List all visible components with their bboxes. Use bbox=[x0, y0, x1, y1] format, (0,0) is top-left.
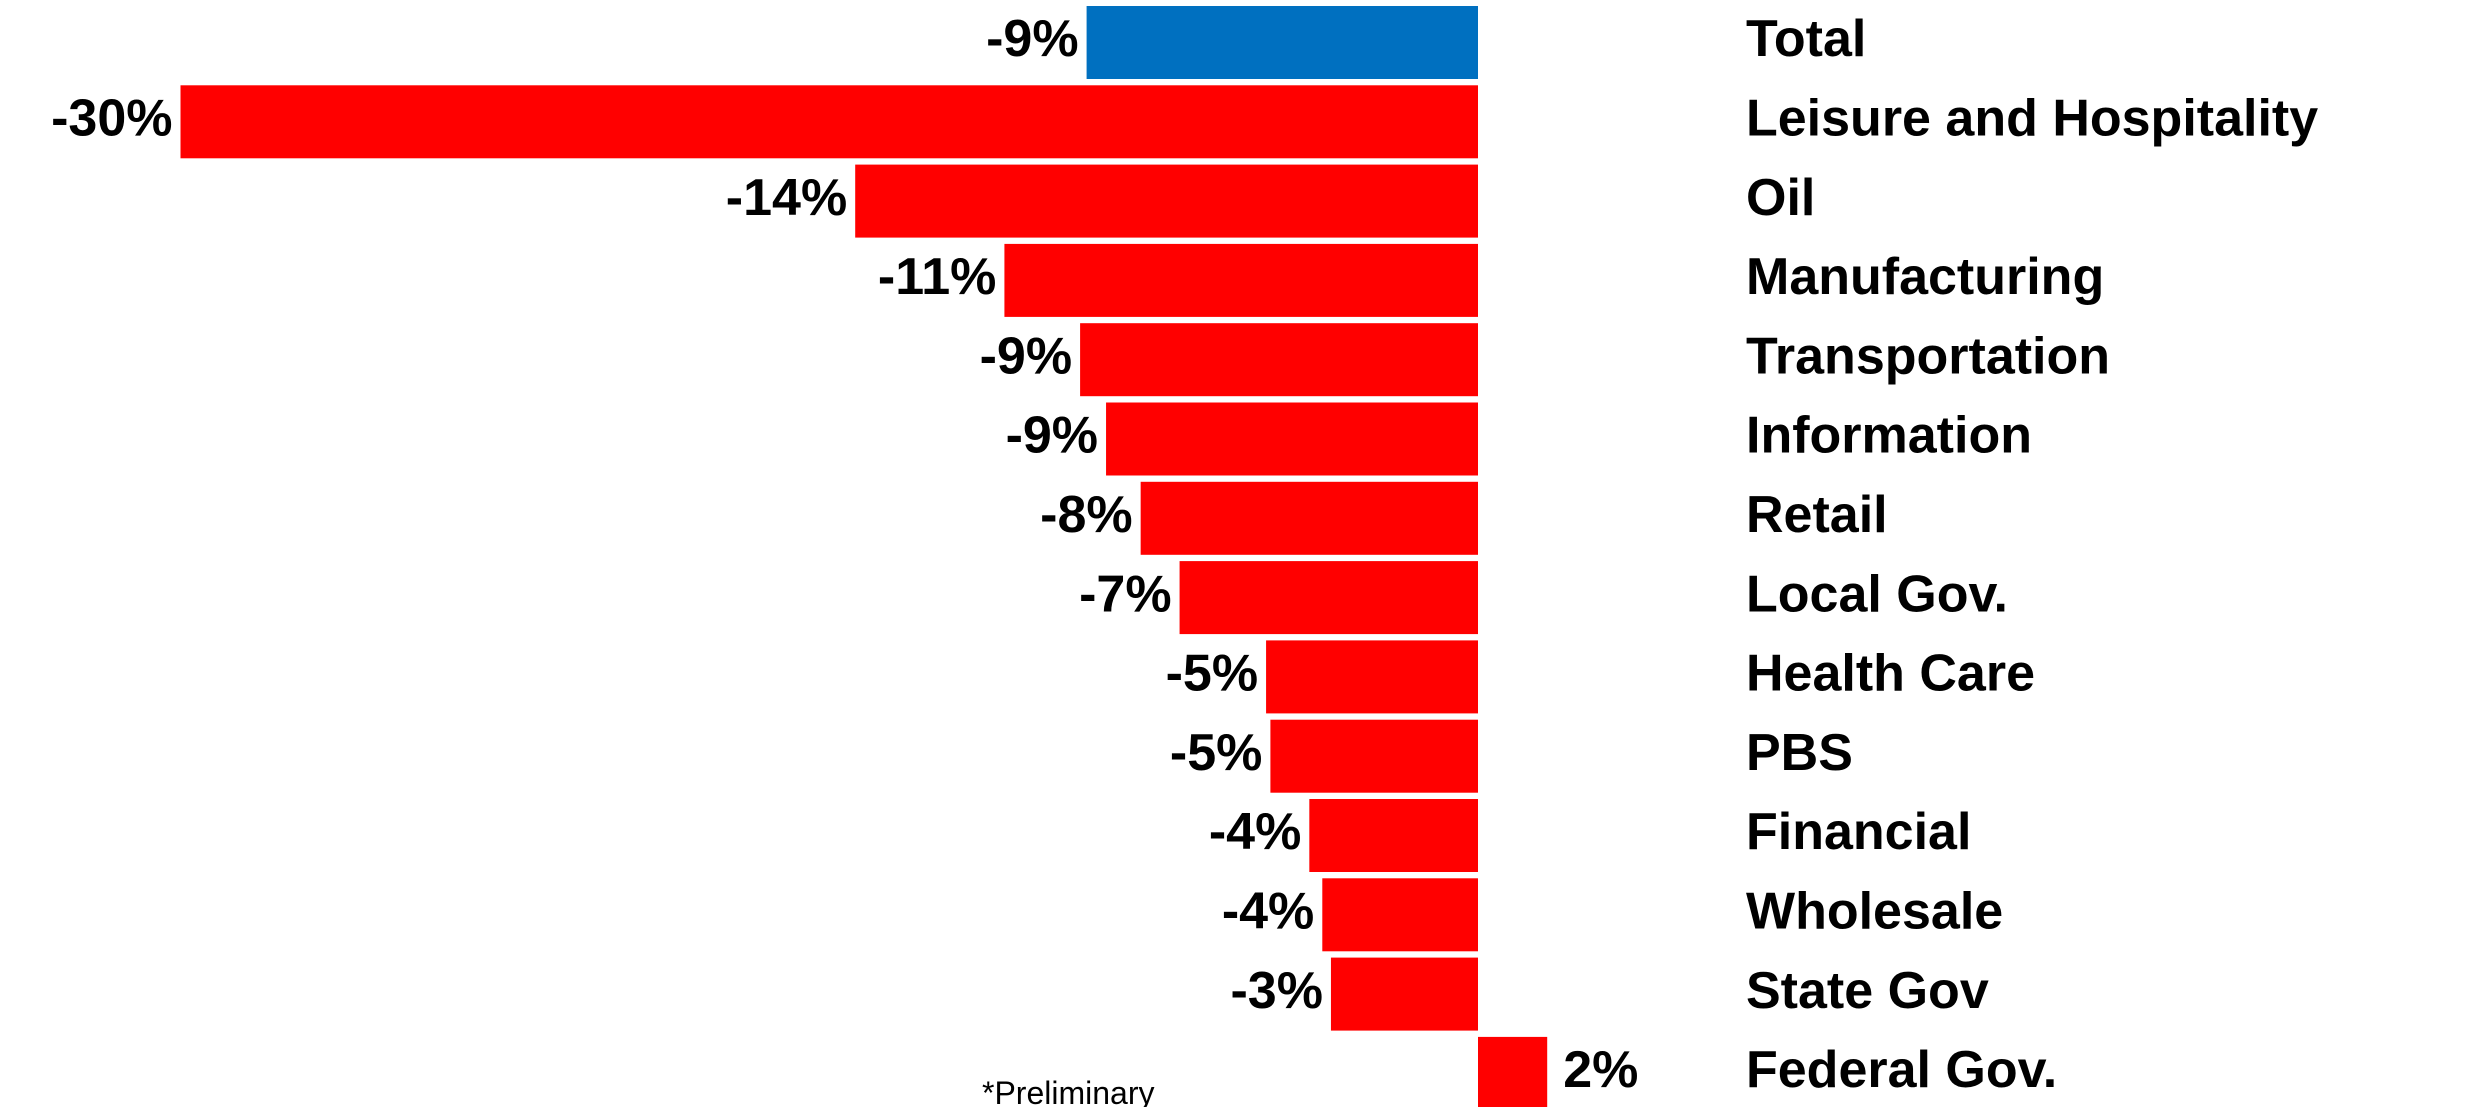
category-label: Information bbox=[1746, 407, 2032, 465]
value-label: -9% bbox=[980, 327, 1072, 385]
category-label: Manufacturing bbox=[1746, 248, 2104, 306]
bar bbox=[1309, 799, 1478, 872]
value-label: 2% bbox=[1563, 1041, 1638, 1099]
category-label: Oil bbox=[1746, 169, 1815, 227]
bar bbox=[1086, 6, 1478, 79]
category-label: PBS bbox=[1746, 724, 1853, 782]
value-label: -7% bbox=[1079, 565, 1171, 623]
bar bbox=[855, 164, 1478, 238]
bar bbox=[1080, 323, 1478, 397]
value-label: -11% bbox=[878, 248, 997, 306]
bar bbox=[1140, 481, 1478, 555]
bar bbox=[1322, 878, 1478, 952]
bar bbox=[1478, 1036, 1548, 1107]
category-label: Total bbox=[1746, 10, 1866, 68]
value-label: -5% bbox=[1166, 645, 1258, 703]
category-label: Financial bbox=[1746, 803, 1971, 861]
category-label: Federal Gov. bbox=[1746, 1041, 2057, 1099]
bar bbox=[1106, 402, 1478, 476]
bar bbox=[1004, 243, 1478, 317]
value-label: -4% bbox=[1222, 883, 1314, 941]
value-label: -4% bbox=[1209, 803, 1301, 861]
category-label: Transportation bbox=[1746, 327, 2110, 385]
category-label: Wholesale bbox=[1746, 883, 2003, 941]
value-label: -30% bbox=[51, 90, 172, 148]
value-label: -3% bbox=[1230, 962, 1322, 1020]
category-label: Leisure and Hospitality bbox=[1746, 90, 2318, 148]
category-label: Local Gov. bbox=[1746, 565, 2008, 623]
bar bbox=[1330, 957, 1478, 1031]
bar bbox=[1179, 561, 1478, 635]
category-label: Retail bbox=[1746, 486, 1888, 544]
bar bbox=[180, 85, 1478, 159]
value-label: -5% bbox=[1170, 724, 1262, 782]
bar bbox=[1270, 719, 1478, 793]
value-label: -9% bbox=[1006, 407, 1098, 465]
category-label: Health Care bbox=[1746, 645, 2035, 703]
value-label: -9% bbox=[986, 10, 1078, 68]
bar bbox=[1266, 640, 1478, 714]
category-label: State Gov bbox=[1746, 962, 1989, 1020]
value-label: -14% bbox=[726, 169, 847, 227]
note: *Preliminary bbox=[982, 1075, 1154, 1107]
value-label: -8% bbox=[1040, 486, 1132, 544]
